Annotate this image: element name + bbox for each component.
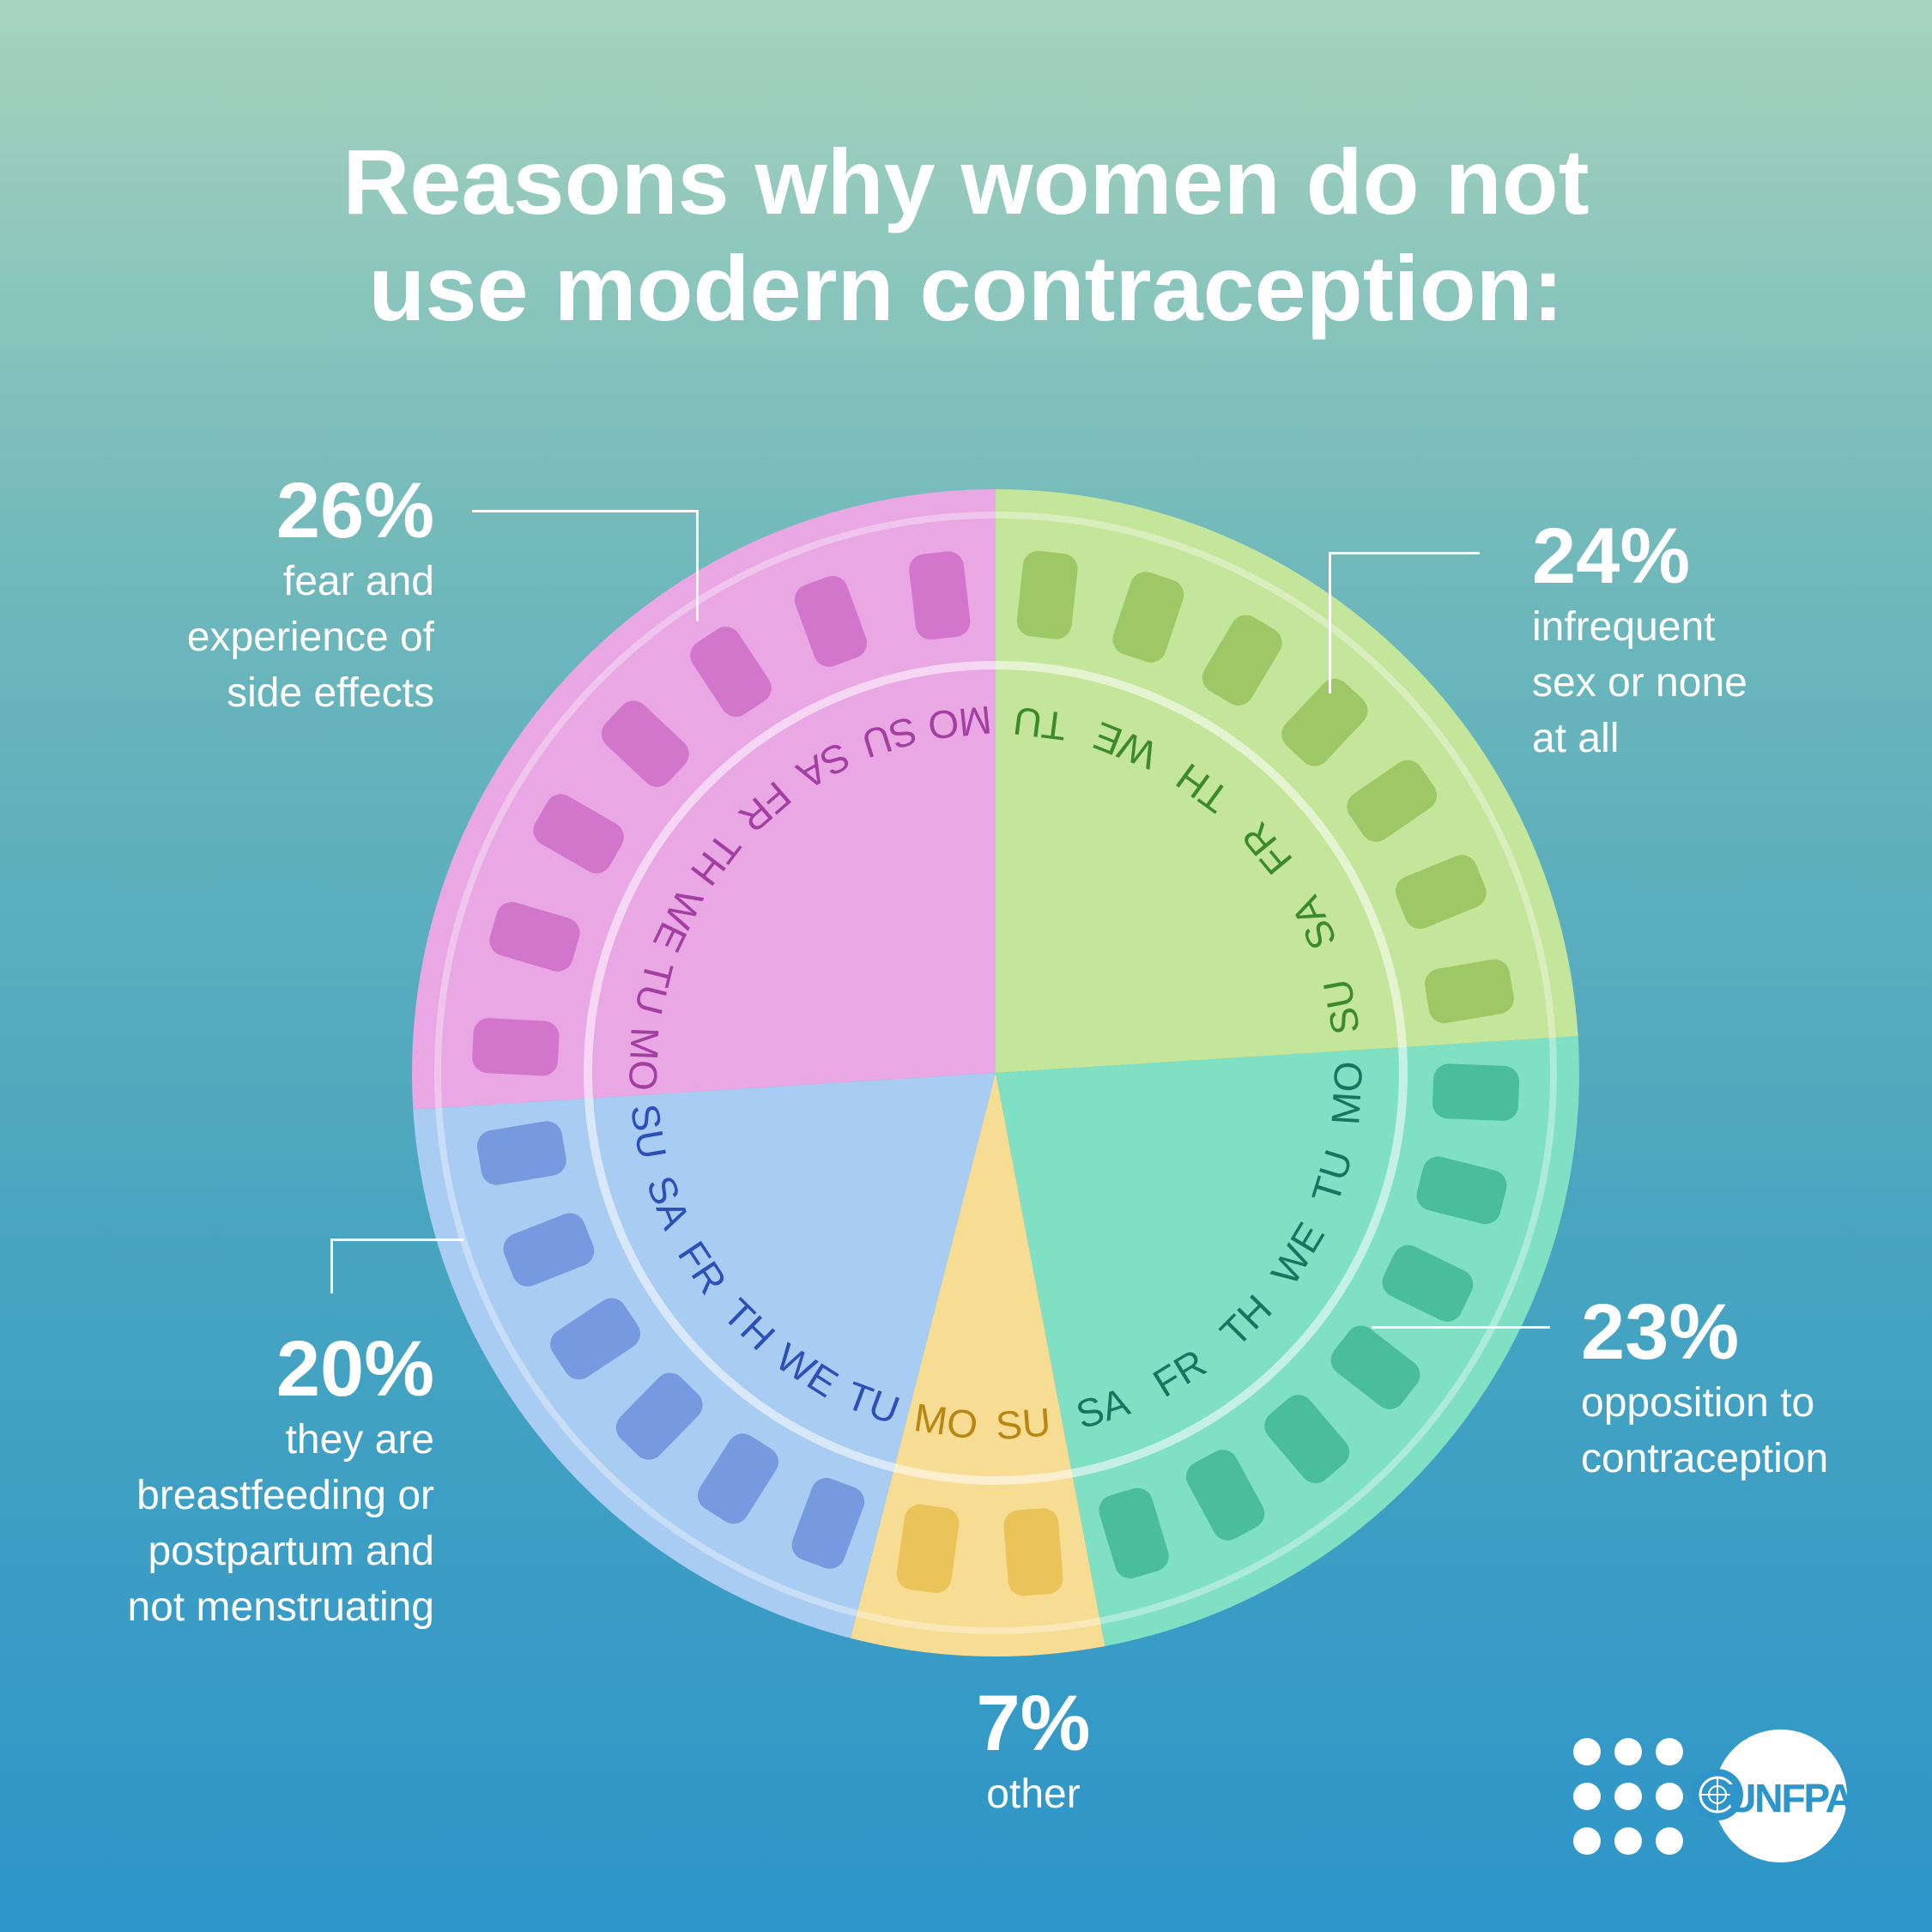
pill-infrequent-sex — [1202, 615, 1282, 706]
label-opposition: 23% opposition to contraception — [1581, 1289, 1924, 1487]
label-breastfeeding-line-2: breastfeeding or — [136, 1473, 434, 1518]
pill-pack-inner-ring — [584, 661, 1408, 1485]
label-opposition-percent: 23% — [1581, 1288, 1740, 1376]
pill-side-effects — [489, 901, 580, 972]
pill-opposition — [1330, 1325, 1420, 1409]
pill-other — [896, 1504, 960, 1594]
label-breastfeeding-percent: 20% — [276, 1325, 434, 1413]
day-label-infrequent-sex: TU — [1011, 699, 1069, 749]
page-title: Reasons why women do not use modern cont… — [0, 129, 1932, 342]
pill-side-effects — [794, 576, 868, 667]
label-breastfeeding: 20% they are breastfeeding or postpartum… — [0, 1326, 434, 1635]
pill-other — [1003, 1508, 1063, 1596]
leader-line-infrequent-v — [1329, 552, 1331, 693]
title-line-1: Reasons why women do not — [342, 130, 1590, 233]
pill-infrequent-sex — [1016, 550, 1078, 639]
day-label-other: MO — [911, 1395, 981, 1448]
logo-dot — [1656, 1827, 1683, 1855]
label-side-effects-line-3: side effects — [227, 670, 434, 716]
leader-line-infrequent-h — [1329, 552, 1480, 554]
logo-dot — [1573, 1827, 1601, 1855]
label-side-effects-percent: 26% — [276, 467, 434, 554]
logo-dot — [1614, 1783, 1642, 1810]
pill-breastfeeding — [615, 1372, 703, 1460]
pill-infrequent-sex — [1424, 959, 1514, 1024]
pill-side-effects — [472, 1018, 560, 1076]
leader-line-breastfeeding-h — [330, 1239, 463, 1241]
pill-opposition — [1099, 1487, 1169, 1579]
day-label-side-effects: MO — [926, 697, 994, 748]
pill-side-effects — [690, 627, 772, 718]
logo-dot — [1656, 1738, 1683, 1765]
logo-dot — [1573, 1738, 1601, 1765]
pill-opposition — [1382, 1245, 1474, 1322]
label-other-line-1: other — [986, 1772, 1081, 1817]
day-label-breastfeeding: SU — [622, 1101, 675, 1163]
label-infrequent-sex-percent: 24% — [1532, 512, 1691, 600]
label-breastfeeding-line-3: postpartum and — [148, 1529, 434, 1574]
unfpa-wordmark: UNFPA — [1728, 1776, 1854, 1820]
label-side-effects: 26% fear and experience of side effects — [5, 468, 434, 721]
un-emblem-icon — [1692, 1769, 1743, 1820]
pill-breastfeeding — [697, 1433, 778, 1524]
leader-line-breastfeeding-v — [330, 1239, 333, 1293]
pill-opposition — [1185, 1450, 1265, 1541]
logo-dot — [1656, 1783, 1683, 1810]
pill-breastfeeding — [791, 1478, 865, 1569]
pill-pack-outer-ring — [434, 512, 1557, 1634]
label-side-effects-line-2: experience of — [186, 615, 434, 660]
label-infrequent-sex-line-1: infrequent — [1532, 604, 1716, 650]
logo-dot — [1573, 1783, 1601, 1810]
pill-infrequent-sex — [1281, 678, 1368, 766]
day-label-opposition: MO — [1323, 1060, 1371, 1126]
logo-dot — [1614, 1738, 1642, 1765]
pill-breastfeeding — [476, 1121, 566, 1185]
pill-side-effects — [533, 794, 624, 874]
pill-infrequent-sex — [1112, 572, 1184, 663]
day-label-side-effects: MO — [621, 1027, 668, 1092]
leader-line-side-effects-v — [696, 510, 699, 621]
pill-infrequent-sex — [1347, 760, 1438, 842]
label-breastfeeding-line-4: not menstruating — [127, 1584, 434, 1630]
pill-opposition — [1432, 1063, 1520, 1121]
pill-opposition — [1416, 1156, 1507, 1225]
title-line-2: use modern contraception: — [368, 236, 1564, 340]
label-other: 7% other — [862, 1681, 1205, 1822]
pill-breastfeeding — [503, 1213, 595, 1287]
label-infrequent-sex-line-2: sex or none — [1532, 660, 1747, 706]
label-infrequent-sex-line-3: at all — [1532, 716, 1620, 761]
day-label-infrequent-sex: SU — [1314, 976, 1368, 1039]
unfpa-logo: UNFPA — [1566, 1729, 1854, 1867]
label-opposition-line-2: contraception — [1581, 1436, 1829, 1481]
label-other-percent: 7% — [976, 1680, 1091, 1767]
pill-breastfeeding — [550, 1298, 640, 1380]
label-side-effects-line-1: fear and — [282, 559, 434, 604]
leader-line-side-effects-h — [472, 510, 699, 512]
pill-side-effects — [601, 700, 689, 787]
pill-side-effects — [909, 551, 971, 640]
label-breastfeeding-line-1: they are — [285, 1417, 434, 1463]
pill-opposition — [1264, 1395, 1350, 1484]
pill-infrequent-sex — [1395, 855, 1487, 930]
leader-line-opposition-h — [1372, 1326, 1550, 1329]
label-opposition-line-1: opposition to — [1581, 1380, 1815, 1426]
logo-dot — [1614, 1827, 1642, 1855]
label-infrequent-sex: 24% infrequent sex or none at all — [1532, 513, 1927, 766]
pie-slice-side-effects — [411, 489, 996, 1110]
day-label-other: SU — [994, 1399, 1052, 1448]
